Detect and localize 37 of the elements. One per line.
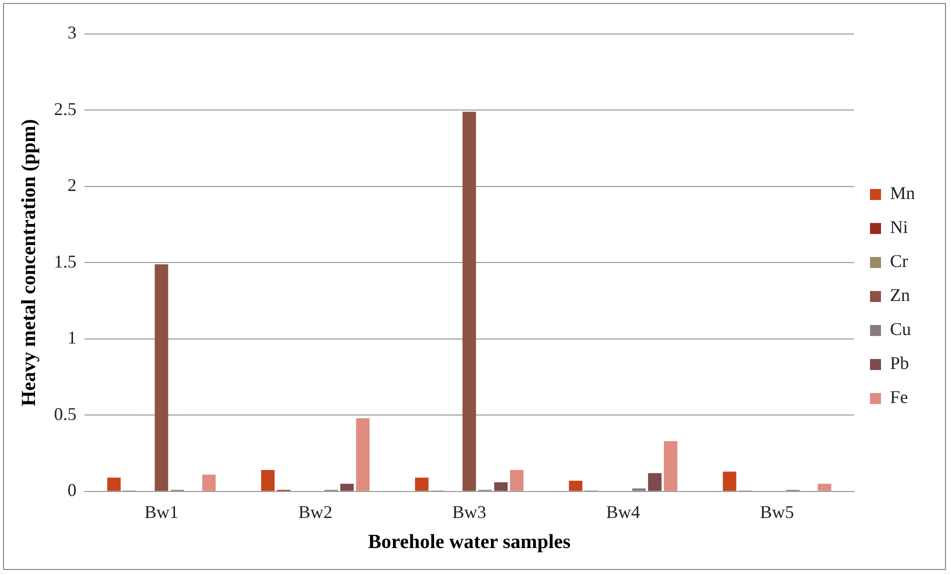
- legend-label: Ni: [890, 217, 908, 238]
- bar: [722, 472, 736, 491]
- bar: [568, 480, 582, 491]
- y-tick-label: 1: [68, 328, 76, 348]
- legend-label: Cr: [890, 251, 908, 272]
- y-tick-label: 0.5: [54, 404, 76, 424]
- bar: [494, 482, 508, 491]
- bar: [462, 112, 476, 491]
- y-axis-title: Heavy metal concentration (ppm): [18, 119, 40, 406]
- x-tick-label: Bw4: [606, 502, 640, 522]
- bar: [415, 478, 428, 491]
- y-tick-label: 3: [68, 22, 76, 43]
- x-tick-label: Bw3: [452, 502, 486, 522]
- bar: [818, 484, 832, 491]
- bar: [154, 264, 168, 491]
- bar: [356, 418, 370, 491]
- x-tick-label: Bw5: [760, 502, 794, 522]
- y-tick-label: 1.5: [54, 251, 76, 272]
- bar: [664, 441, 678, 491]
- bar: [107, 478, 121, 491]
- legend-label: Mn: [890, 183, 916, 204]
- y-tick-label: 2: [68, 175, 76, 196]
- x-axis-title: Borehole water samples: [368, 531, 571, 554]
- x-tick-label: Bw1: [144, 502, 178, 522]
- bar: [632, 488, 646, 491]
- bar: [261, 470, 275, 491]
- bar: [340, 484, 354, 491]
- legend-label: Zn: [890, 285, 910, 306]
- y-tick-label: 0: [68, 480, 76, 500]
- y-tick-label: 2.5: [54, 98, 76, 119]
- legend-label: Cu: [890, 319, 912, 340]
- legend-label: Fe: [890, 387, 908, 408]
- bar: [510, 470, 524, 491]
- legend-label: Pb: [890, 353, 910, 374]
- x-tick-label: Bw2: [298, 502, 332, 522]
- bar: [202, 474, 216, 491]
- bar: [648, 473, 662, 491]
